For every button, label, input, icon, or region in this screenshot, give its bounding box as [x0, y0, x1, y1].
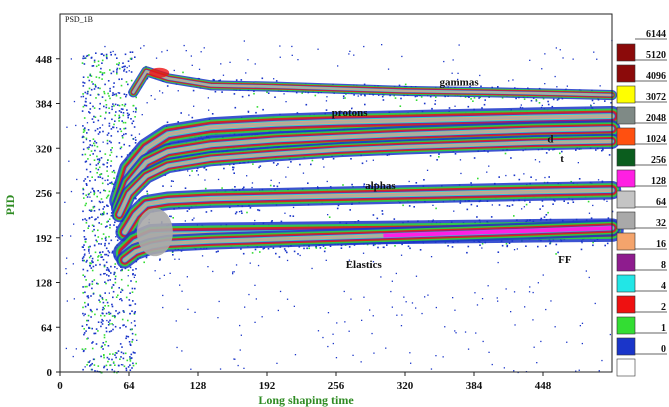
legend-label: 1024	[646, 134, 666, 145]
y-tick-label: 320	[36, 143, 53, 155]
legend-label: 4	[661, 281, 666, 292]
band-label-d: d	[547, 134, 553, 146]
legend-label: 3072	[646, 92, 666, 103]
y-tick-label: 0	[47, 367, 53, 379]
x-tick-label: 320	[397, 380, 414, 392]
corner-label: PSD_1B	[65, 15, 93, 24]
legend-swatch	[616, 190, 636, 209]
x-axis-title: Long shaping time	[258, 393, 354, 407]
legend-swatch	[616, 169, 636, 188]
gammas-core	[149, 67, 170, 78]
density-bands	[109, 66, 624, 269]
y-tick-label: 448	[36, 54, 53, 66]
band-label-elastics: Elastics	[346, 259, 383, 271]
legend-label: 128	[651, 176, 666, 187]
legend-label: 4096	[646, 71, 666, 82]
legend-label: 2048	[646, 113, 666, 124]
legend-swatch	[616, 274, 636, 293]
color-scale-legend: 6144 5120 4096 3072 2048 1024 256 128 64 32 16 8 4 2 1…	[616, 29, 667, 377]
legend-swatch	[616, 64, 636, 83]
x-tick-label: 384	[466, 380, 483, 392]
legend-label: 32	[656, 218, 666, 229]
band-alphas	[115, 180, 622, 242]
legend-label: 16	[656, 239, 666, 250]
y-tick-label: 64	[41, 322, 53, 334]
band-protons	[109, 106, 623, 211]
band-label-gammas: gammas	[440, 76, 480, 88]
y-tick-label: 384	[36, 99, 53, 111]
x-tick-label: 192	[259, 380, 276, 392]
x-tick-label: 128	[190, 380, 207, 392]
legend-swatch	[616, 358, 636, 377]
band-label-ff: FF	[558, 254, 572, 266]
y-axis-title: PID	[3, 194, 17, 215]
x-tick-label: 64	[124, 380, 136, 392]
legend-swatch	[616, 316, 636, 335]
legend-label: 0	[661, 344, 666, 355]
legend-swatch	[616, 295, 636, 314]
band-label-t: t	[560, 153, 564, 165]
legend-swatch	[616, 85, 636, 104]
legend-label: 64	[656, 197, 666, 208]
legend-swatch	[616, 106, 636, 125]
band-label-alphas: alphas	[365, 180, 396, 192]
legend-label: 8	[661, 260, 666, 271]
x-tick-label: 448	[535, 380, 552, 392]
legend-label: 2	[661, 302, 666, 313]
legend-swatch	[616, 253, 636, 272]
band-t	[111, 133, 620, 223]
legend-swatch	[616, 232, 636, 251]
legend-swatch	[616, 127, 636, 146]
legend-label: 1	[661, 323, 666, 334]
y-tick-label: 256	[36, 188, 53, 200]
y-tick-label: 128	[36, 278, 53, 290]
x-tick-label: 256	[328, 380, 345, 392]
elastics-core	[136, 208, 173, 257]
legend-label: 256	[651, 155, 666, 166]
legend-swatch	[616, 43, 636, 62]
y-tick-label: 192	[36, 233, 53, 245]
legend-label: 5120	[646, 50, 666, 61]
ff-core	[383, 225, 613, 238]
legend-swatch	[616, 211, 636, 230]
legend-label: 6144	[646, 29, 666, 40]
legend-swatch	[616, 337, 636, 356]
band-label-protons: protons	[332, 107, 369, 119]
band-d	[110, 120, 621, 217]
legend-swatch	[616, 148, 636, 167]
x-tick-label: 0	[57, 380, 63, 392]
